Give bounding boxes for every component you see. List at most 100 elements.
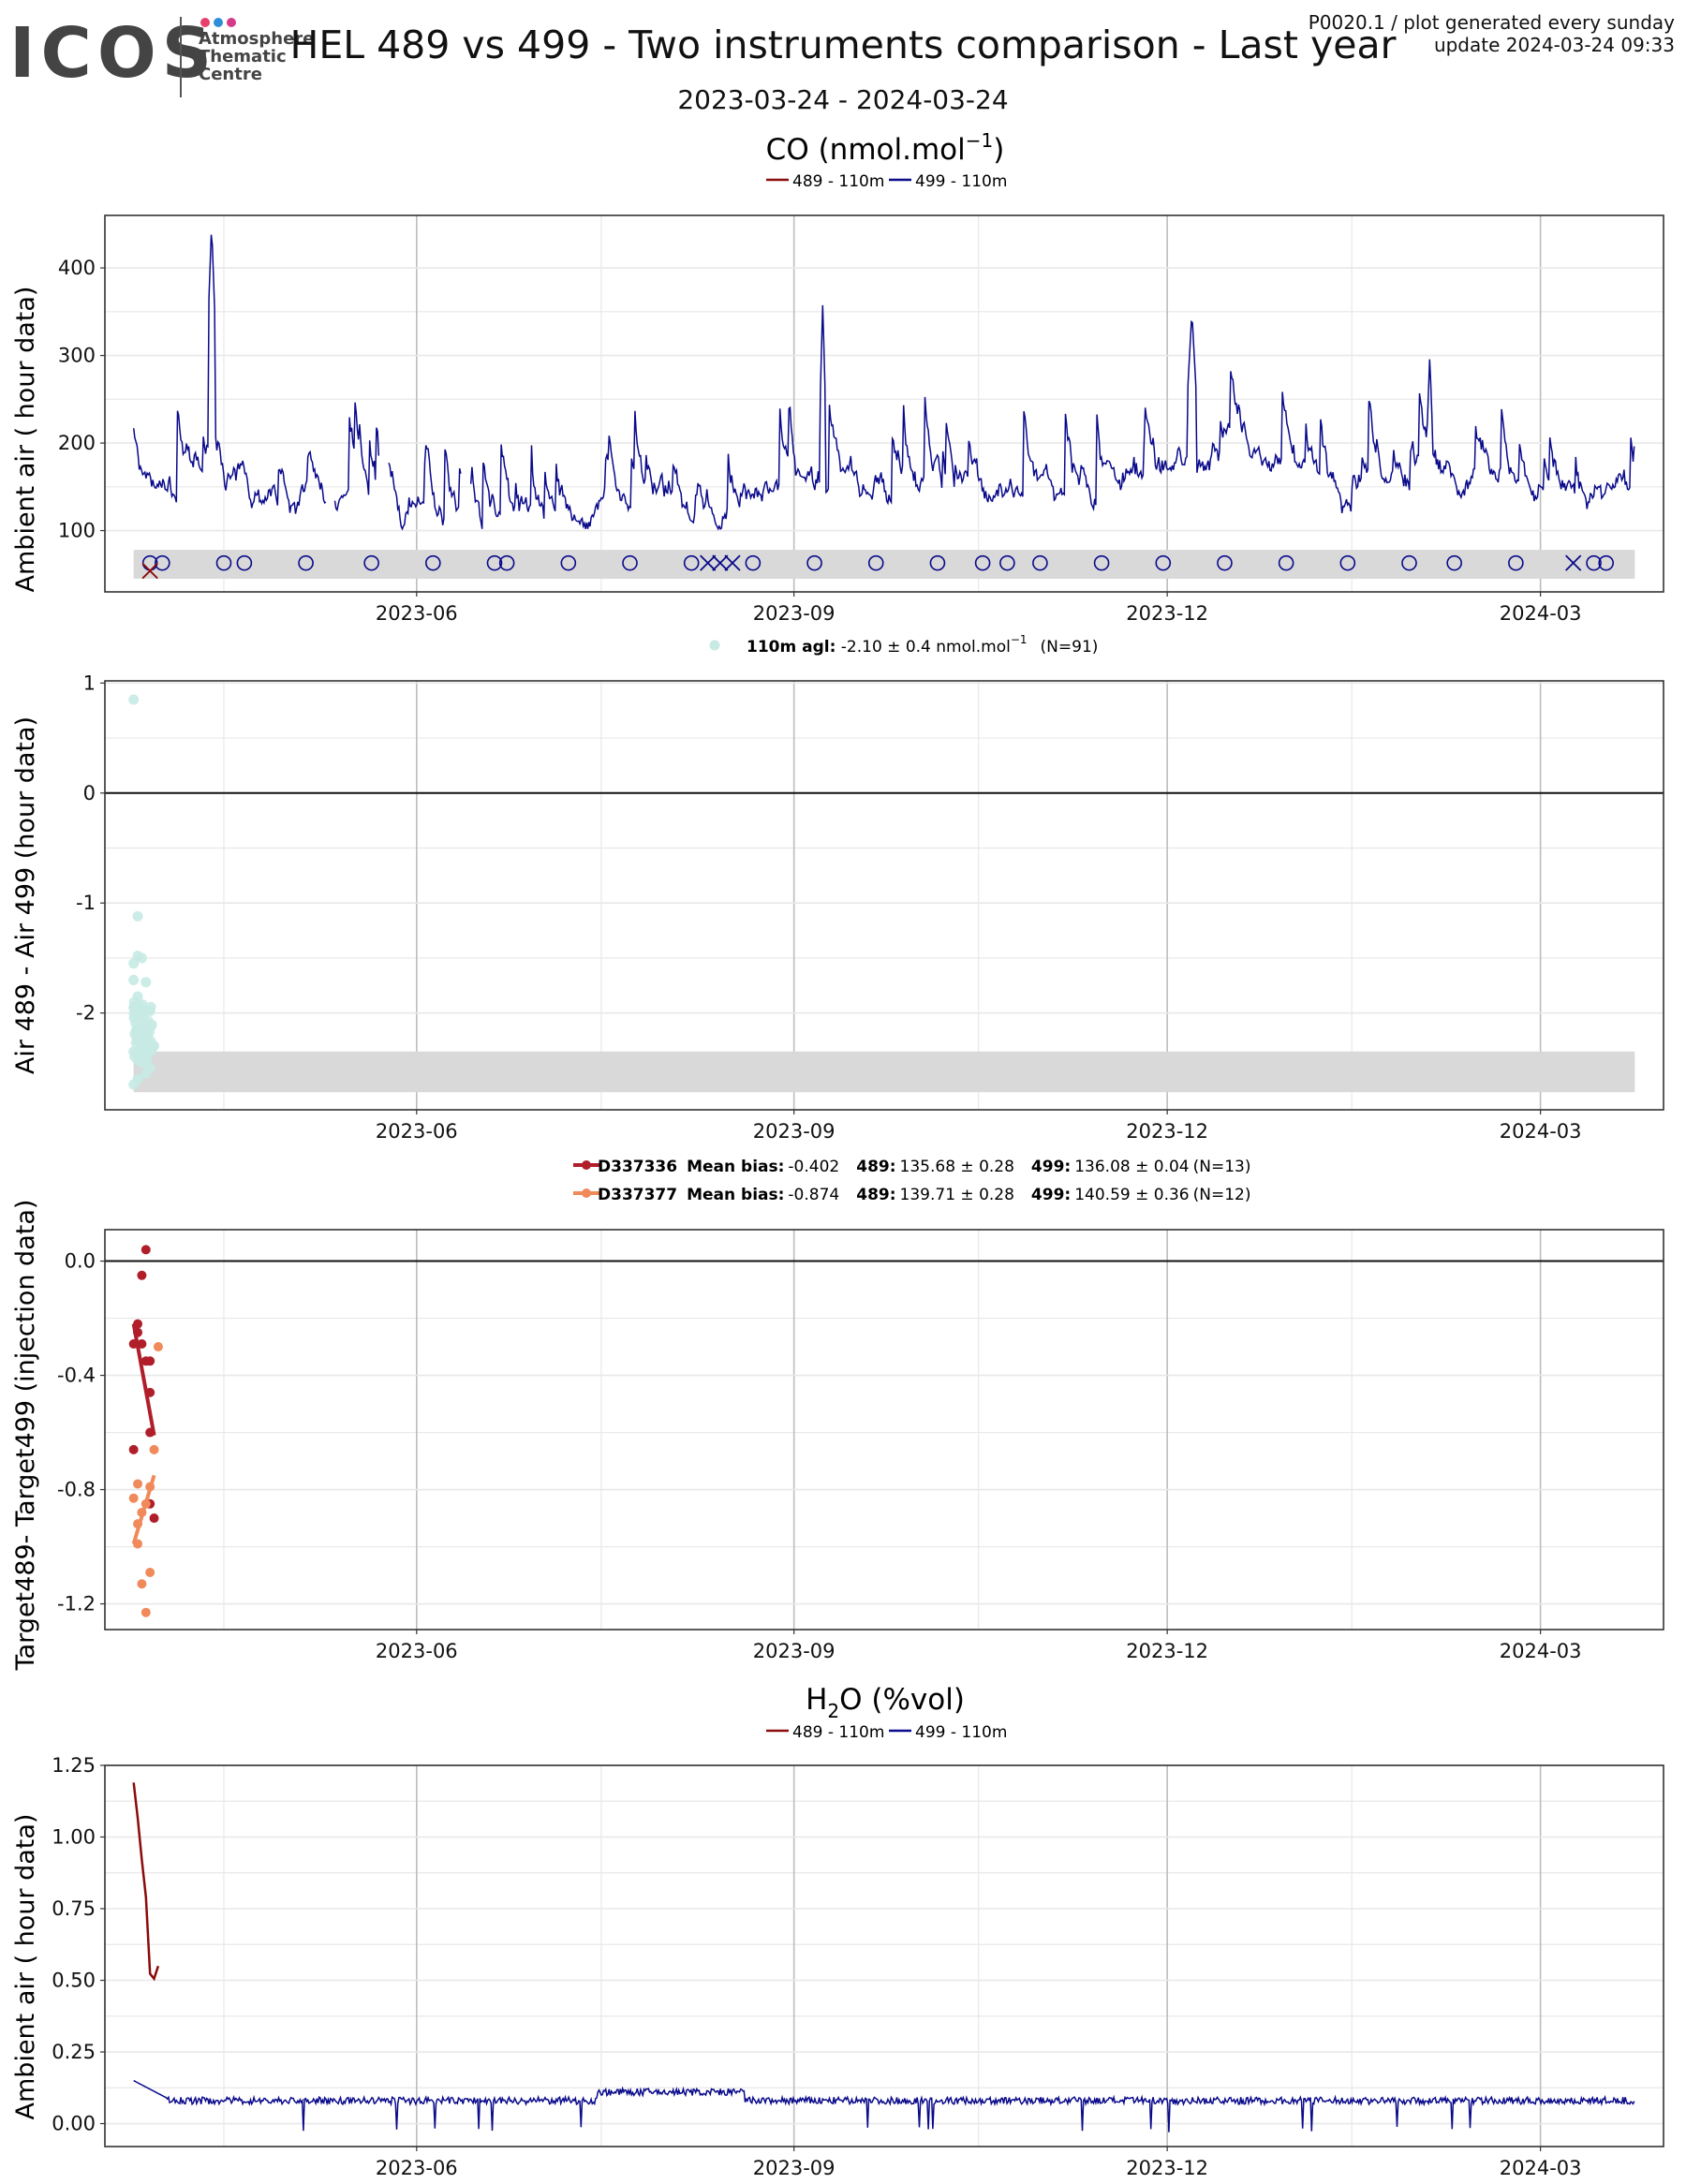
trend-line-d337336 [131,1323,156,1436]
target-point-d337336 [149,1513,159,1524]
target-legend-row-1: D337336 Mean bias: -0.402 489: 135.68 ± 0.28… [598,1158,1250,1176]
bias-point [140,977,152,988]
generation-info: P0020.1 / plot generated every sunday up… [1309,11,1675,56]
series-line-489 [132,1782,160,1982]
date-range: 2023-03-24 - 2024-03-24 [677,84,1009,115]
x-tick-label: 2024-03 [1500,1120,1582,1143]
flag-circle-marker [999,554,1015,571]
flag-circle-marker [1508,554,1524,571]
diff-legend: 110m agl: -2.10 ± 0.4 nmol.mol−1 (N=91) [709,633,1098,657]
bias-point [130,1025,141,1036]
x-tick-label: 2024-03 [1500,2157,1582,2179]
target-y-axis-title: Target489- Target499 (injection data) [11,1200,40,1672]
y-tick-label: 0.0 [65,1250,96,1273]
legend-label-489: 489 - 110m [792,172,884,191]
co-panel: CO (nmol.mol−1) 489 - 110m 499 - 110m Am… [11,129,1664,625]
target-legend: D337336 Mean bias: -0.402 489: 135.68 ± 0.28… [573,1158,1250,1204]
y-tick-label: -1 [76,892,96,914]
bias-point [136,1055,147,1066]
flag-circle-marker [1032,554,1048,571]
logo-divider [180,17,182,97]
bias-point [128,1008,140,1019]
legend-label-489: 489 - 110m [792,1723,884,1742]
y-tick-label: 300 [58,345,96,367]
error-band [133,1051,1635,1093]
target-point-d337336 [137,1270,147,1280]
y-tick-label: 0.25 [52,2041,96,2063]
y-tick-label: 1 [83,671,96,694]
h2o-plot-area: 1.25 1.00 0.75 0.50 0.25 0.00 2023-06 2023-09 20… [52,1754,1664,2179]
target-point-d337377 [128,1493,139,1503]
flag-circle-marker [1586,554,1602,571]
co-section-title: CO (nmol.mol−1) [766,129,1005,167]
flag-circle-marker [560,554,577,571]
target-point-d337377 [137,1579,147,1589]
x-tick-label: 2023-06 [376,1120,458,1143]
co-legend: 489 - 110m 499 - 110m [766,172,1007,191]
y-tick-label: 200 [58,432,96,454]
icos-logo: ICOS [9,13,218,94]
logo-line-1: Atmosphere [199,29,315,49]
flag-band [133,550,1635,579]
diff-y-axis-title: Air 489 - Air 499 (hour data) [11,716,40,1074]
bias-point [146,1019,157,1030]
y-tick-label: -0.4 [57,1365,96,1387]
h2o-y-axis-title: Ambient air ( hour data) [11,1814,40,2120]
flag-circle-marker [1339,554,1356,571]
y-tick-label: 1.00 [52,1826,96,1849]
target-panel: D337336 Mean bias: -0.402 489: 135.68 ± 0.28… [11,1158,1664,1671]
bias-point [135,1044,146,1055]
x-tick-label: 2023-12 [1126,1120,1208,1143]
page-title: HEL 489 vs 499 - Two instruments compari… [289,22,1397,67]
plot-border [104,214,1664,593]
diff-panel: 110m agl: -2.10 ± 0.4 nmol.mol−1 (N=91) A… [11,633,1664,1143]
flag-circle-marker [683,554,700,571]
flag-cross-marker-489 [141,562,158,580]
flag-circle-marker [1155,554,1172,571]
flag-circle-marker [974,554,991,571]
y-tick-label: 400 [58,257,96,279]
y-tick-label: 0.75 [52,1897,96,1920]
bias-point [128,1079,140,1090]
legend-label-499: 499 - 110m [915,172,1007,191]
y-tick-label: 1.25 [52,1754,96,1777]
x-tick-label: 2023-09 [753,2157,836,2179]
y-tick-label: 0 [83,782,96,804]
target-point-d337336 [128,1444,139,1454]
flag-circle-marker [1446,554,1462,571]
x-tick-label: 2023-06 [376,602,458,625]
flag-circle-marker [155,554,170,571]
flag-circle-marker [1093,554,1110,571]
y-tick-label: 0.00 [52,2113,96,2135]
plot-border [104,680,1664,1111]
bias-point [132,910,143,922]
diff-plot-area: 1 0 -1 -2 2023-06 2023-09 2023-12 2024-03 [76,671,1664,1143]
diff-legend-text: 110m agl: -2.10 ± 0.4 nmol.mol−1 (N=91) [747,633,1098,657]
flag-circle-marker [425,554,441,571]
x-tick-label: 2023-09 [753,1120,836,1143]
bias-point [128,974,140,985]
flag-circle-marker [498,554,515,571]
target-point-d337377 [149,1444,159,1454]
h2o-panel: H2O (%vol) 489 - 110m 499 - 110m Ambient… [11,1683,1664,2179]
flag-circle-marker [745,554,762,571]
x-tick-label: 2024-03 [1500,1640,1582,1662]
bias-point [140,1068,152,1079]
flag-cross-marker [712,554,729,571]
x-tick-label: 2023-09 [753,602,836,625]
flag-circle-marker [215,554,232,571]
x-tick-label: 2023-12 [1126,2157,1208,2179]
legend-dot-d337377 [582,1188,591,1198]
h2o-section-title: H2O (%vol) [806,1683,965,1722]
bias-point [140,1027,151,1039]
x-tick-label: 2023-12 [1126,1640,1208,1662]
update-time-text: update 2024-03-24 09:33 [1433,34,1675,56]
target-point-d337336 [145,1356,155,1366]
plot-background [105,1230,1664,1630]
flag-circle-marker [622,554,638,571]
flag-circle-marker [929,554,946,571]
bias-point [145,1036,156,1047]
plot-border [104,1229,1664,1631]
y-tick-label: 100 [58,520,96,542]
